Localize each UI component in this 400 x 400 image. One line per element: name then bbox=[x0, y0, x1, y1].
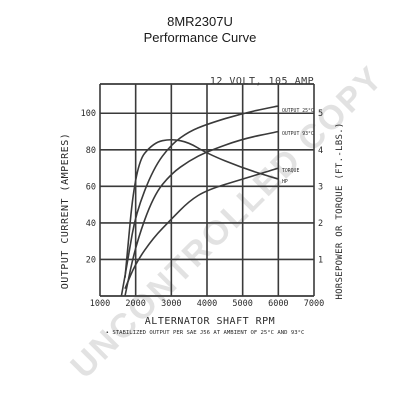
x-tick-4000: 4000 bbox=[197, 299, 217, 309]
chart-title: 12 VOLT, 105 AMP bbox=[210, 76, 314, 87]
footnote: • STABILIZED OUTPUT PER SAE J56 AT AMBIE… bbox=[106, 330, 305, 336]
y2-axis-label: HORSEPOWER OR TORQUE (FT.-LBS.) bbox=[335, 122, 345, 299]
y-tick-20: 20 bbox=[86, 255, 96, 265]
y2-tick-4: 4 bbox=[318, 146, 323, 156]
annotation-2: TORQUE bbox=[282, 168, 299, 174]
y2-tick-labels: 1 2 3 4 5 bbox=[318, 109, 323, 265]
y2-tick-2: 2 bbox=[318, 219, 323, 229]
y-tick-labels: 20 40 60 80 100 bbox=[81, 109, 96, 265]
series-line-output-93-c bbox=[124, 130, 280, 297]
x-tick-6000: 6000 bbox=[268, 299, 288, 309]
x-tick-labels: 1000 2000 3000 4000 5000 6000 7000 bbox=[90, 299, 324, 309]
annotation-0: OUTPUT 25°C bbox=[282, 108, 314, 114]
annotation-3: HP bbox=[282, 179, 288, 185]
y-tick-100: 100 bbox=[81, 109, 96, 119]
x-tick-2000: 2000 bbox=[125, 299, 145, 309]
x-tick-1000: 1000 bbox=[90, 299, 110, 309]
y2-tick-1: 1 bbox=[318, 255, 323, 265]
annotation-1: OUTPUT 93°C bbox=[282, 131, 314, 137]
y-tick-80: 80 bbox=[86, 146, 96, 156]
x-tick-5000: 5000 bbox=[232, 299, 252, 309]
curves bbox=[120, 105, 280, 297]
y-axis-label: OUTPUT CURRENT (AMPERES) bbox=[60, 133, 71, 290]
x-axis-label: ALTERNATOR SHAFT RPM bbox=[145, 316, 275, 327]
series-annotations: OUTPUT 25°C OUTPUT 93°C TORQUE HP bbox=[282, 108, 314, 185]
chart-heading: Performance Curve bbox=[143, 30, 257, 45]
series-line-hp bbox=[124, 167, 280, 290]
plot-frame bbox=[100, 83, 314, 297]
y-tick-40: 40 bbox=[86, 219, 96, 229]
y-tick-60: 60 bbox=[86, 182, 96, 192]
model-number: 8MR2307U bbox=[167, 14, 233, 29]
y2-tick-5: 5 bbox=[318, 109, 323, 119]
grid bbox=[99, 84, 315, 296]
series-line-output-25-c bbox=[120, 105, 280, 297]
x-tick-3000: 3000 bbox=[161, 299, 181, 309]
title-block: 8MR2307U Performance Curve bbox=[0, 14, 400, 46]
series-line-torque bbox=[124, 138, 280, 278]
x-tick-7000: 7000 bbox=[304, 299, 324, 309]
y2-tick-3: 3 bbox=[318, 182, 323, 192]
